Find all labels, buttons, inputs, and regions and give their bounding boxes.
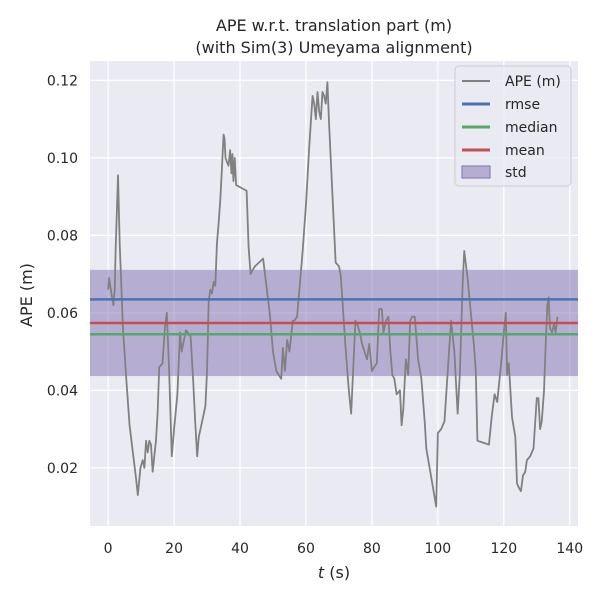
x-tick-label: 60 (297, 541, 315, 557)
x-tick-labels: 0 20 40 60 80 100 120 140 (104, 541, 583, 557)
y-tick-label: 0.02 (47, 461, 78, 477)
y-tick-label: 0.10 (47, 151, 78, 167)
stat-lines-layer (90, 298, 578, 336)
y-tick-label: 0.04 (47, 383, 78, 399)
y-tick-labels: 0.02 0.04 0.06 0.08 0.10 0.12 (47, 73, 78, 477)
x-tick-label: 100 (424, 541, 451, 557)
chart-subtitle: (with Sim(3) Umeyama alignment) (195, 38, 472, 57)
ape-series-line (107, 81, 559, 508)
y-tick-label: 0.06 (47, 306, 78, 322)
x-axis-variable: t (318, 563, 325, 582)
x-tick-label: 80 (363, 541, 381, 557)
y-axis-label: APE (m) (17, 263, 36, 327)
legend: APE (m) rmse median mean std (454, 65, 572, 187)
legend-median-label: median (505, 120, 557, 136)
ape-line-layer (107, 81, 559, 508)
chart-title: APE w.r.t. translation part (m) (216, 16, 452, 35)
x-tick-label: 0 (104, 541, 113, 557)
y-tick-label: 0.12 (47, 73, 78, 89)
y-tick-label: 0.08 (47, 228, 78, 244)
x-axis-label: t (s) (318, 563, 350, 582)
x-axis-unit: (s) (324, 563, 350, 582)
legend-frame (454, 65, 572, 187)
x-tick-label: 120 (490, 541, 517, 557)
legend-mean-label: mean (505, 143, 545, 159)
legend-rmse-label: rmse (505, 97, 540, 113)
x-tick-label: 140 (556, 541, 583, 557)
x-tick-label: 40 (231, 541, 249, 557)
x-tick-label: 20 (165, 541, 183, 557)
legend-std-swatch (461, 165, 491, 179)
legend-ape-label: APE (m) (505, 74, 561, 90)
legend-std-label: std (505, 165, 527, 181)
